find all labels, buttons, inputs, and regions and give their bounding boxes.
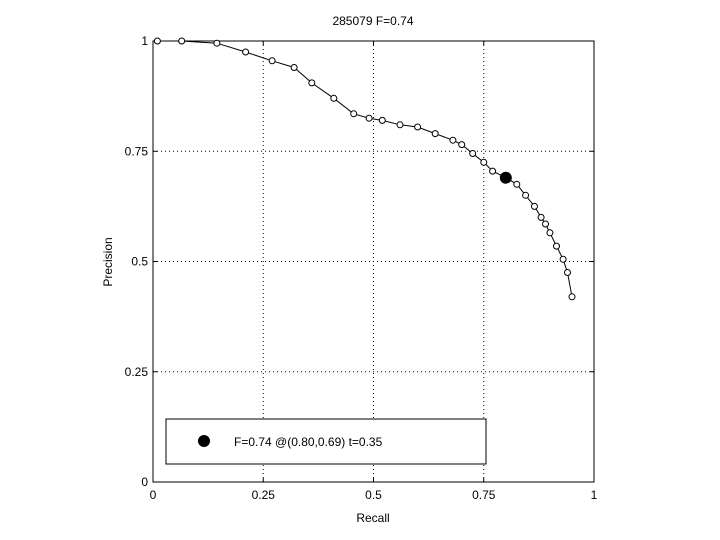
data-point	[414, 123, 422, 131]
data-point	[559, 255, 567, 263]
data-point	[378, 116, 386, 124]
data-point	[213, 39, 221, 47]
x-tick-label: 1	[591, 488, 598, 502]
x-tick-label: 0	[150, 488, 157, 502]
y-tick-label: 0.5	[131, 255, 148, 269]
series-layer	[153, 37, 576, 301]
best-f-point	[499, 171, 512, 184]
y-tick-labels: 0 0.25 0.5 0.75 1	[125, 34, 149, 489]
data-point	[564, 269, 571, 276]
data-point	[568, 293, 576, 301]
y-tick-label: 1	[141, 34, 148, 48]
data-point	[268, 57, 276, 65]
data-point	[350, 110, 358, 118]
legend-text: F=0.74 @(0.80,0.69) t=0.35	[234, 435, 383, 449]
y-axis-label: Precision	[101, 237, 115, 286]
data-point	[553, 242, 560, 250]
data-point	[178, 37, 186, 45]
grid	[153, 41, 594, 482]
data-point	[489, 167, 497, 175]
x-axis-label: Recall	[356, 511, 389, 525]
y-tick-label: 0.75	[125, 144, 149, 158]
data-point	[458, 141, 466, 149]
legend-box	[165, 418, 487, 465]
legend: F=0.74 @(0.80,0.69) t=0.35	[165, 418, 487, 465]
x-tick-label: 0.25	[252, 488, 276, 502]
data-point	[242, 48, 250, 56]
data-point	[480, 158, 488, 166]
data-point	[513, 180, 521, 188]
data-point	[522, 191, 530, 199]
x-tick-label: 0.5	[365, 488, 382, 502]
data-point	[449, 136, 457, 144]
data-point	[396, 121, 404, 129]
y-tick-label: 0.25	[125, 365, 149, 379]
data-point	[330, 94, 338, 102]
data-point	[153, 37, 161, 45]
y-tick-label: 0	[141, 475, 148, 489]
data-point	[431, 130, 439, 138]
x-tick-labels: 0 0.25 0.5 0.75 1	[150, 488, 598, 502]
data-point	[537, 213, 545, 221]
data-point	[469, 150, 477, 157]
data-point	[546, 229, 554, 237]
data-point	[308, 79, 316, 87]
x-tick-label: 0.75	[472, 488, 496, 502]
data-point	[365, 114, 373, 122]
data-point	[542, 220, 549, 228]
legend-marker	[198, 435, 210, 447]
data-point	[290, 64, 298, 71]
data-point	[531, 202, 538, 210]
plot-border	[152, 40, 595, 483]
chart-title: 285079 F=0.74	[332, 14, 413, 28]
